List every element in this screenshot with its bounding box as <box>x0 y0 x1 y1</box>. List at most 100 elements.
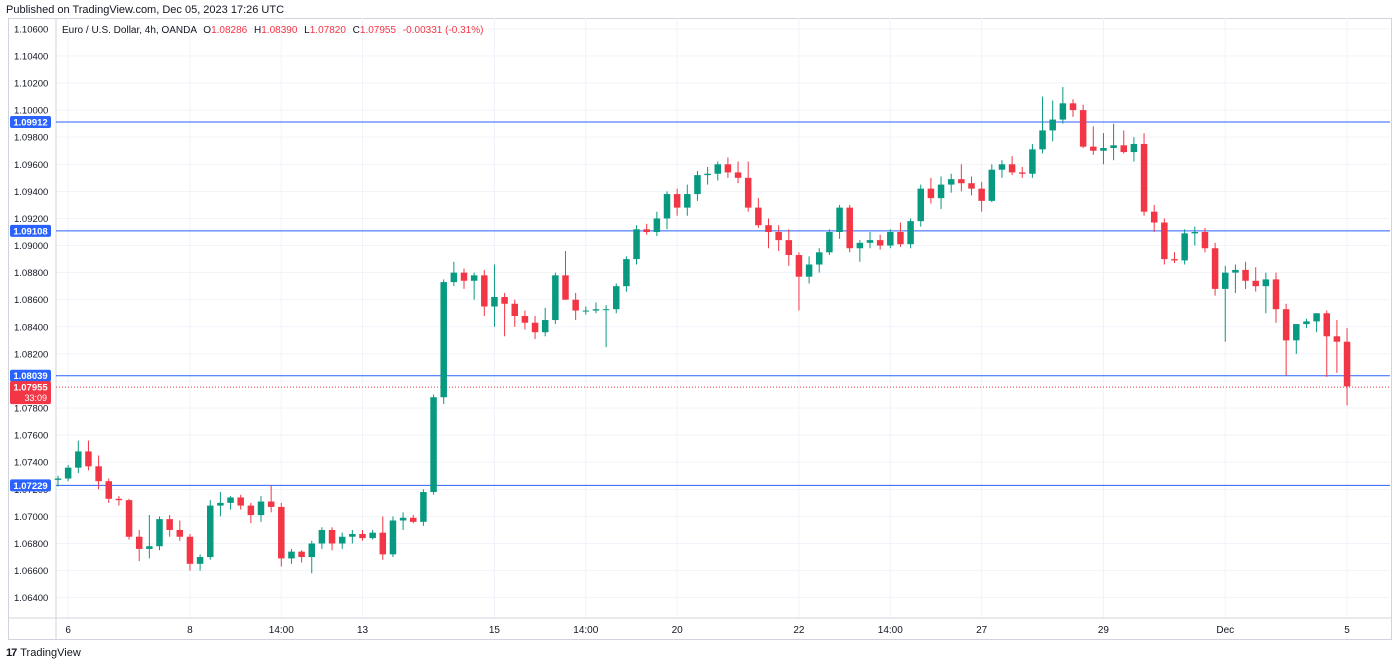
candle-body <box>1222 272 1229 289</box>
candles <box>54 87 1351 574</box>
candle-body <box>75 451 82 468</box>
candle-body <box>734 172 742 178</box>
x-tick-label: 13 <box>357 625 369 636</box>
candle-body <box>1059 103 1067 120</box>
candle-body <box>643 229 650 232</box>
x-tick-label: 8 <box>187 625 193 636</box>
candle-body <box>1293 324 1300 341</box>
candle-body <box>470 275 478 281</box>
y-tick-label: 1.07400 <box>14 458 48 469</box>
x-tick-label: 27 <box>976 625 988 636</box>
candle-body <box>1201 231 1209 249</box>
candle-body <box>937 184 945 199</box>
candle-body <box>1029 149 1036 174</box>
x-tick-label: 15 <box>489 625 501 636</box>
brand-name: TradingView <box>20 647 81 659</box>
candle-body <box>684 194 691 208</box>
x-tick-label: 14:00 <box>573 625 598 636</box>
candle-body <box>531 322 539 333</box>
candle-body <box>602 309 610 311</box>
published-caption: Published on TradingView.com, Dec 05, 20… <box>6 4 285 16</box>
candle-body <box>633 229 640 260</box>
candle-body <box>1282 309 1290 341</box>
y-tick-label: 1.06800 <box>14 539 48 550</box>
y-tick-label: 1.08400 <box>14 322 48 333</box>
candle-body <box>298 551 305 558</box>
candle-body <box>379 532 387 555</box>
candle-body <box>805 264 813 277</box>
candle-body <box>369 532 376 539</box>
candle-body <box>704 173 711 176</box>
candle-body <box>765 225 772 232</box>
candle-body <box>511 303 518 316</box>
candle-body <box>755 207 762 226</box>
candle-body <box>1161 222 1168 260</box>
tradingview-brand[interactable]: 17 TradingView <box>6 647 81 659</box>
candle-body <box>135 536 143 549</box>
level-badge-label: 1.08039 <box>13 371 47 382</box>
y-tick-label: 1.08600 <box>14 295 48 306</box>
candle-body <box>988 169 996 201</box>
candle-body <box>338 536 346 544</box>
candle-body <box>1191 231 1199 234</box>
candle-body <box>1343 341 1351 387</box>
candle-body <box>278 506 285 559</box>
x-tick-label: 14:00 <box>878 625 903 636</box>
candle-body <box>968 183 975 189</box>
level-badge <box>10 479 51 492</box>
candle-body <box>856 242 864 249</box>
x-axis-labels: 6 8 14:00 13 15 14:00 20 22 14:00 27 29 Dec 5 <box>65 625 1350 636</box>
candle-body <box>156 519 163 547</box>
y-tick-label: 1.08800 <box>14 268 48 279</box>
candle-body <box>257 501 265 516</box>
candle-body <box>775 231 782 241</box>
candle-body <box>115 498 123 501</box>
y-tick-label: 1.07000 <box>14 512 48 523</box>
x-tick-label: 22 <box>793 625 805 636</box>
candle-body <box>308 543 315 558</box>
candle-body <box>1090 146 1097 151</box>
candle-body <box>318 529 326 544</box>
horizontal-levels <box>56 121 1390 486</box>
high-value: 1.08390 <box>261 25 298 36</box>
candle-body <box>592 309 600 311</box>
candle-body <box>1303 321 1310 325</box>
candle-body <box>866 240 874 243</box>
candle-body <box>146 546 153 549</box>
candle-body <box>1181 233 1188 261</box>
candle-body <box>1039 130 1046 150</box>
x-tick-label: 6 <box>65 625 71 636</box>
x-tick-label: 14:00 <box>269 625 294 636</box>
candle-body <box>785 240 793 256</box>
last-price-label: 1.07955 <box>13 383 48 394</box>
candle-body <box>217 502 224 506</box>
candle-body <box>1150 211 1158 223</box>
candle-body <box>1069 103 1077 111</box>
candle-body <box>237 497 244 506</box>
candle-body <box>816 252 823 265</box>
candle-body <box>1120 145 1127 153</box>
candle-body <box>328 529 336 544</box>
candle-body <box>1232 269 1239 273</box>
candle-body <box>541 320 549 333</box>
candle-body <box>876 240 884 246</box>
candle-body <box>105 481 112 499</box>
y-tick-label: 1.07800 <box>14 404 48 415</box>
candle-body <box>1008 164 1016 173</box>
candle-body <box>389 520 397 555</box>
candle-body <box>907 221 914 245</box>
candle-body <box>1049 119 1056 131</box>
candle-body <box>207 505 214 558</box>
open-key: O <box>203 25 212 36</box>
high-key: H <box>254 25 262 36</box>
close-key: C <box>352 25 360 36</box>
candle-body <box>1110 145 1117 149</box>
candle-body <box>653 218 661 232</box>
candle-body <box>917 188 924 222</box>
y-tick-label: 1.09000 <box>14 241 48 252</box>
candle-body <box>359 534 366 539</box>
candle-body <box>1252 280 1259 287</box>
candle-body <box>613 286 620 310</box>
candle-body <box>1079 110 1087 147</box>
